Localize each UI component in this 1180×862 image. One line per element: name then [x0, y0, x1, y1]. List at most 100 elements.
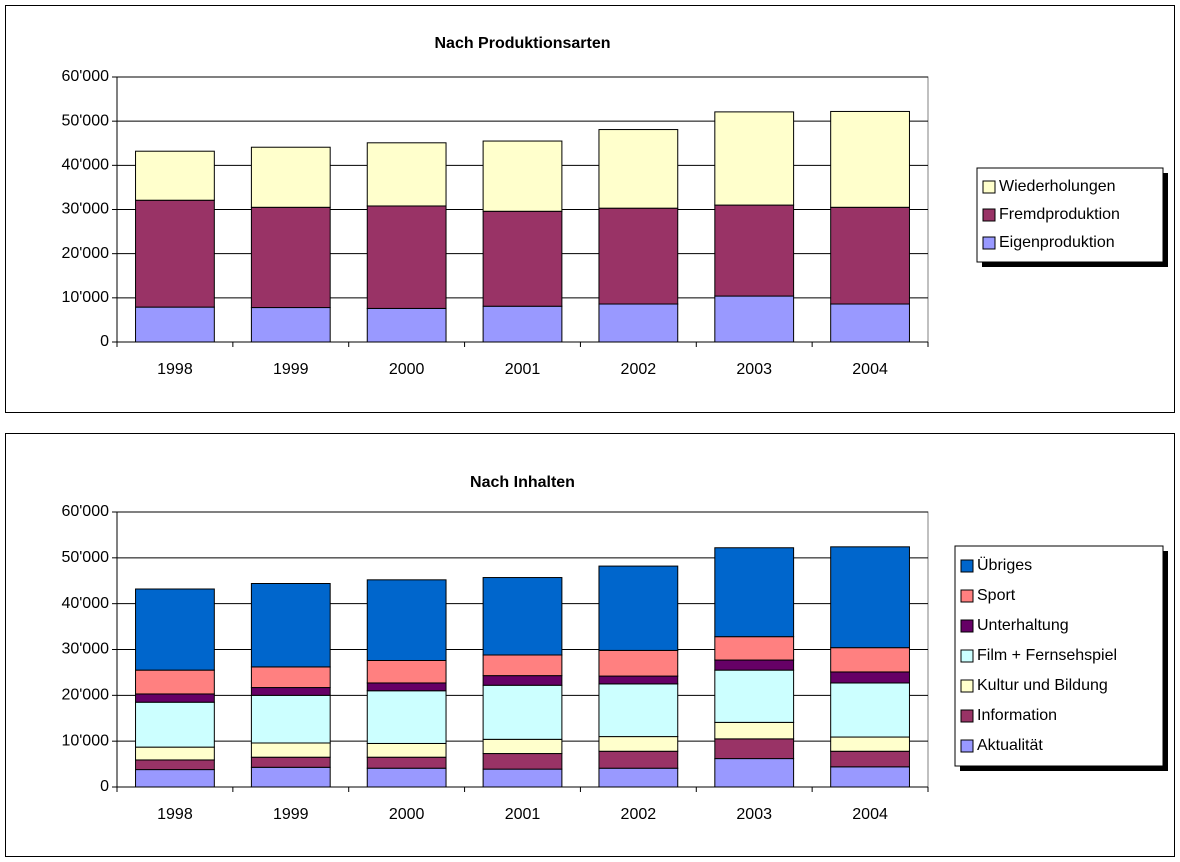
y-tick-label: 0: [100, 778, 109, 795]
bar-segment: [366, 205, 447, 309]
legend-label: Kultur und Bildung: [977, 677, 1108, 694]
legend-swatch: [982, 236, 996, 250]
x-tick-label: 2001: [505, 806, 541, 823]
bar-segment: [482, 140, 563, 212]
bar-segment: [714, 659, 795, 671]
legend-label: Film + Fernsehspiel: [977, 647, 1117, 664]
legend-swatch: [960, 679, 974, 693]
chart-title: Nach Produktionsarten: [434, 35, 610, 52]
y-tick-label: 10'000: [61, 732, 109, 749]
bar-segment: [598, 767, 679, 788]
bar-segment: [250, 583, 331, 668]
legend-swatch: [960, 619, 974, 633]
bar-segment: [250, 666, 331, 689]
x-tick-label: 2003: [736, 806, 772, 823]
bar-segment: [250, 146, 331, 208]
bar-segment: [482, 210, 563, 307]
bar-segment: [714, 738, 795, 760]
bar-segment: [830, 671, 910, 684]
x-tick-label: 1998: [157, 806, 193, 823]
bar-segment: [135, 701, 215, 748]
bar-segment: [135, 199, 215, 308]
bar-segment: [598, 303, 679, 343]
bar-segment: [482, 768, 563, 788]
legend-label: Wiederholungen: [999, 178, 1116, 195]
y-tick-label: 40'000: [61, 595, 109, 612]
bar-segment: [482, 753, 563, 770]
bar-segment: [482, 675, 563, 686]
bar-segment: [366, 579, 447, 661]
bar-segment: [714, 111, 795, 206]
bar-segment: [250, 307, 331, 343]
y-tick-label: 0: [100, 333, 109, 350]
bar-segment: [482, 684, 563, 740]
legend-swatch: [960, 739, 974, 753]
legend-label: Übriges: [977, 556, 1032, 574]
bar-segment: [250, 756, 331, 768]
bar-segment: [135, 769, 215, 788]
bar-segment: [250, 694, 331, 744]
y-tick-label: 20'000: [61, 245, 109, 262]
bar-segment: [598, 736, 679, 752]
y-tick-label: 60'000: [61, 503, 109, 520]
y-tick-label: 50'000: [61, 112, 109, 129]
bar-segment: [482, 654, 563, 677]
legend: [954, 545, 1164, 767]
bar-segment: [482, 305, 563, 343]
legend-swatch: [960, 589, 974, 603]
y-tick-label: 10'000: [61, 289, 109, 306]
x-tick-label: 2004: [852, 806, 888, 823]
bar-segment: [598, 129, 679, 209]
bar-segment: [714, 204, 795, 297]
y-tick-label: 30'000: [61, 201, 109, 218]
legend-swatch: [960, 709, 974, 723]
bar-segment: [714, 547, 795, 638]
legend-label: Aktualität: [977, 737, 1043, 754]
bar-segment: [830, 303, 910, 343]
bar-segment: [830, 736, 910, 752]
bar-segment: [366, 307, 447, 343]
x-tick-label: 1999: [273, 806, 309, 823]
bar-segment: [366, 690, 447, 744]
y-tick-label: 50'000: [61, 549, 109, 566]
y-tick-label: 20'000: [61, 687, 109, 704]
bar-segment: [135, 693, 215, 703]
y-tick-label: 30'000: [61, 641, 109, 658]
bar-segment: [250, 687, 331, 696]
bar-segment: [135, 669, 215, 695]
bar-segment: [714, 669, 795, 723]
legend-swatch: [960, 559, 974, 573]
x-tick-label: 1999: [273, 361, 309, 378]
bar-segment: [366, 756, 447, 769]
bar-segment: [598, 750, 679, 769]
bar-segment: [714, 721, 795, 740]
bar-segment: [598, 649, 679, 677]
legend-label: Sport: [977, 587, 1016, 604]
legend-label: Unterhaltung: [977, 617, 1069, 634]
bar-segment: [714, 295, 795, 343]
bar-segment: [135, 150, 215, 201]
x-tick-label: 2002: [621, 806, 657, 823]
chart-title: Nach Inhalten: [470, 474, 575, 491]
x-tick-label: 2001: [505, 361, 541, 378]
bar-segment: [598, 565, 679, 651]
bar-segment: [366, 767, 447, 788]
legend: [976, 167, 1164, 263]
bar-segment: [830, 750, 910, 768]
x-tick-label: 2003: [736, 361, 772, 378]
x-tick-label: 2000: [389, 361, 425, 378]
x-tick-label: 1998: [157, 361, 193, 378]
bar-segment: [598, 207, 679, 305]
bar-segment: [366, 742, 447, 758]
bar-segment: [714, 758, 795, 788]
bar-segment: [135, 306, 215, 343]
legend-label: Eigenproduktion: [999, 234, 1115, 251]
bar-segment: [830, 766, 910, 788]
y-tick-label: 40'000: [61, 157, 109, 174]
bar-segment: [598, 683, 679, 738]
legend-swatch: [960, 649, 974, 663]
x-tick-label: 2000: [389, 806, 425, 823]
legend-label: Fremdproduktion: [999, 206, 1120, 223]
bar-segment: [366, 142, 447, 207]
